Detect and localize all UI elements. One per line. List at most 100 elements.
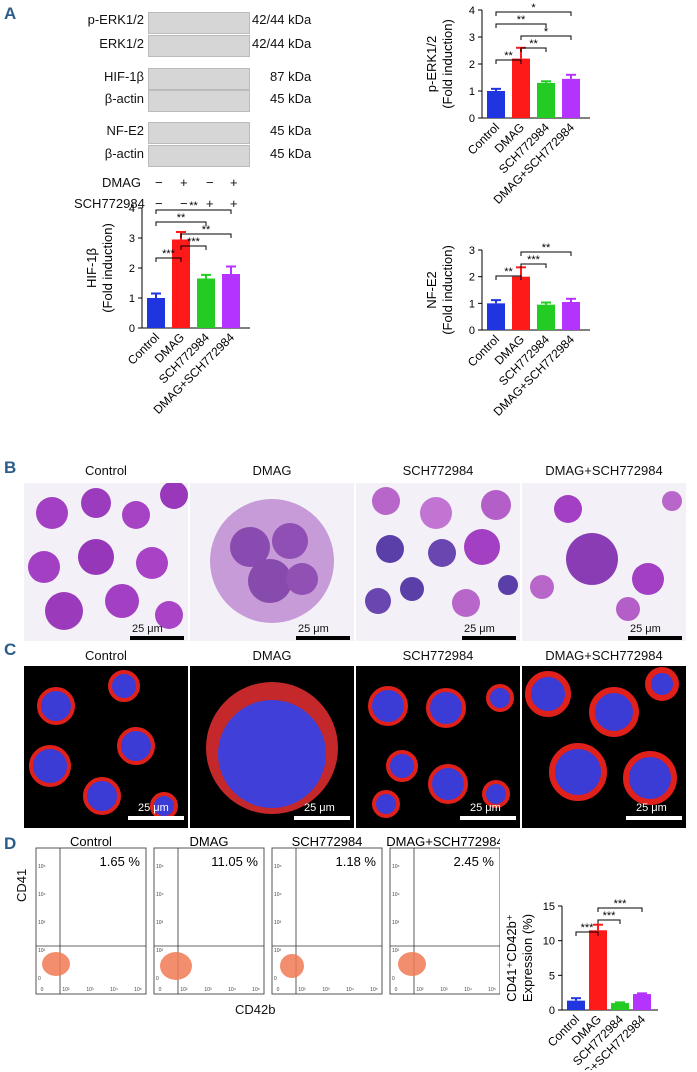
panel-letter-a: A <box>4 4 17 23</box>
fluorescence-control <box>24 666 188 828</box>
blot-label: β-actin <box>104 146 144 161</box>
y-tick-label: 0 <box>129 323 135 335</box>
significance-label: ** <box>177 212 186 224</box>
bar <box>487 91 505 118</box>
fluorescence-dmag-sch772984 <box>522 666 686 828</box>
scale-label: 25 μm <box>304 802 335 814</box>
significance-bracket <box>520 35 572 40</box>
treatment-sign: − <box>155 175 163 190</box>
blot-kda: 45 kDa <box>270 91 312 106</box>
y-tick-label: 1 <box>469 86 475 98</box>
scale-bar <box>294 816 350 820</box>
flow-title: SCH772984 <box>292 834 363 849</box>
significance-bracket <box>180 245 207 250</box>
y-tick-label: 0 <box>469 113 475 125</box>
y-tick-label: 3 <box>469 245 475 257</box>
y-tick-label: 2 <box>469 59 475 71</box>
treatment-sign: − <box>206 175 214 190</box>
bar <box>589 930 607 1010</box>
flow-y-tick: 0 <box>274 976 277 982</box>
flow-xlabel: CD42b <box>235 1002 276 1017</box>
y-tick-label: 10 <box>543 936 555 948</box>
significance-label: ** <box>504 266 513 278</box>
significance-bracket <box>495 11 572 16</box>
y-tick-label: 5 <box>549 970 555 982</box>
y-axis-label: HIF-1β (Fold induction) <box>84 223 115 313</box>
blot-kda: 45 kDa <box>270 123 312 138</box>
flow-title: Control <box>70 834 112 849</box>
flow-title: DMAG+SCH772984 <box>386 834 500 849</box>
scale-label: 25 μm <box>470 802 501 814</box>
x-tick-label: Control <box>465 120 502 157</box>
significance-bracket <box>155 257 182 262</box>
flow-x-tick: 10³ <box>322 987 330 993</box>
flow-plot-frame <box>35 847 147 995</box>
bar <box>611 1003 629 1010</box>
micrograph-sch772984 <box>356 483 520 641</box>
scale-label: 25 μm <box>298 623 329 635</box>
significance-label: ** <box>517 14 526 26</box>
significance-label: ** <box>542 242 551 254</box>
scale-label: 25 μm <box>630 623 661 635</box>
treatment-sign: + <box>206 196 214 211</box>
significance-label: *** <box>603 910 617 922</box>
scale-bar <box>128 816 184 820</box>
y-label-line: (Fold induction) <box>100 223 115 313</box>
column-title: DMAG+SCH772984 <box>545 648 663 663</box>
flow-x-tick: 10³ <box>204 987 212 993</box>
panel-letter-b: B <box>4 458 17 477</box>
x-tick-label: Control <box>125 330 162 367</box>
event-cluster <box>280 954 304 978</box>
significance-bracket <box>520 263 547 268</box>
bar <box>562 302 580 330</box>
flow-y-tick: 10² <box>38 948 46 954</box>
blot-image <box>148 68 250 90</box>
flow-y-tick: 10⁴ <box>392 892 400 898</box>
significance-bracket <box>520 251 572 256</box>
scale-label: 25 μm <box>464 623 495 635</box>
bar <box>222 274 240 328</box>
flow-x-tick: 10⁵ <box>370 987 378 993</box>
flow-y-tick: 10² <box>392 948 400 954</box>
scale-bar <box>628 636 682 640</box>
significance-bracket <box>180 233 232 238</box>
column-title: SCH772984 <box>402 463 474 478</box>
significance-label: *** <box>187 236 201 248</box>
flow-y-tick: 10³ <box>156 920 164 926</box>
x-tick-label: Control <box>465 332 502 369</box>
bar <box>197 278 215 328</box>
scale-bar <box>462 636 516 640</box>
significance-bracket <box>155 221 207 226</box>
y-tick-label: 1 <box>129 293 135 305</box>
flow-x-tick: 0 <box>395 987 398 993</box>
bar <box>512 276 530 330</box>
flow-y-tick: 10⁵ <box>392 864 400 870</box>
blot-label: HIF-1β <box>104 69 144 84</box>
column-title: DMAG <box>252 648 292 663</box>
bar <box>487 303 505 330</box>
y-label-line: HIF-1β <box>84 248 99 288</box>
gate-percentage: 11.05 % <box>211 854 258 869</box>
blot-image <box>148 35 250 57</box>
event-cluster <box>160 952 192 980</box>
micrograph-control <box>24 483 188 641</box>
flow-x-tick: 10² <box>298 987 306 993</box>
treatment-label: SCH772984 <box>74 196 145 211</box>
flow-y-tick: 0 <box>392 976 395 982</box>
significance-label: ** <box>529 38 538 50</box>
gate-percentage: 2.45 % <box>454 854 495 869</box>
significance-label: *** <box>162 248 176 260</box>
column-title: DMAG+SCH772984 <box>545 463 663 478</box>
blot-label: ERK1/2 <box>99 36 144 51</box>
y-axis-label: CD41⁺CD42b⁺ Expression (%) <box>504 914 535 1002</box>
scale-bar <box>130 636 184 640</box>
flow-y-tick: 10² <box>274 948 282 954</box>
y-tick-label: 3 <box>469 32 475 44</box>
bar <box>633 994 651 1010</box>
blot-kda: 42/44 kDa <box>252 12 312 27</box>
event-cluster <box>42 952 70 976</box>
treatment-sign: − <box>180 196 188 211</box>
scale-bar <box>626 816 682 820</box>
